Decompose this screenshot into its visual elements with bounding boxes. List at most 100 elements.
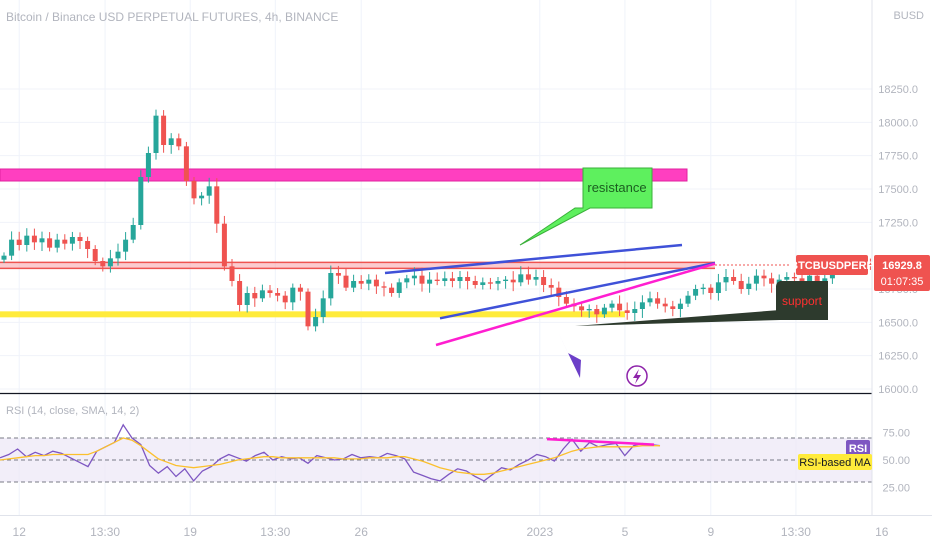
lightning-icon bbox=[626, 365, 648, 387]
candle-body bbox=[47, 238, 53, 248]
time-tick-label: 2023 bbox=[526, 525, 553, 539]
candle-body bbox=[791, 277, 797, 279]
candle-body bbox=[244, 293, 250, 305]
candle-body bbox=[814, 275, 820, 281]
price-tick-label: 16000.0 bbox=[878, 384, 918, 396]
rsi-title: RSI (14, close, SMA, 14, 2) bbox=[6, 405, 140, 417]
candle-body bbox=[206, 186, 212, 196]
candle-body bbox=[411, 275, 417, 279]
candle-body bbox=[381, 286, 387, 288]
candle-body bbox=[161, 115, 167, 145]
time-tick-label: 13:30 bbox=[90, 525, 120, 539]
price-badge bbox=[874, 255, 930, 292]
candle-body bbox=[601, 307, 607, 315]
candle-body bbox=[335, 273, 341, 276]
candle-body bbox=[85, 241, 91, 249]
price-tick-label: 18250.0 bbox=[878, 84, 918, 96]
candle-body bbox=[389, 287, 395, 293]
candle-body bbox=[677, 303, 683, 309]
time-tick-label: 19 bbox=[184, 525, 198, 539]
candle-body bbox=[275, 293, 281, 296]
candle-body bbox=[670, 306, 676, 309]
down-arrow-icon bbox=[557, 330, 581, 378]
candle-body bbox=[282, 295, 288, 303]
candle-body bbox=[662, 303, 668, 307]
candle-body bbox=[297, 287, 303, 292]
candle-body bbox=[328, 273, 334, 299]
candle-body bbox=[510, 279, 516, 283]
candle-body bbox=[700, 287, 706, 289]
countdown-label: 01:07:35 bbox=[881, 276, 924, 288]
time-tick-label: 13:30 bbox=[781, 525, 811, 539]
candle-body bbox=[100, 261, 106, 267]
candles bbox=[1, 109, 873, 332]
rsi-badge bbox=[846, 440, 870, 456]
candle-body bbox=[373, 279, 379, 287]
candle-body bbox=[16, 239, 22, 245]
support-callout-box bbox=[776, 281, 828, 320]
candle-body bbox=[609, 303, 615, 308]
candle-body bbox=[807, 275, 813, 283]
candle-body bbox=[465, 277, 471, 281]
candle-body bbox=[541, 277, 547, 285]
candle-body bbox=[708, 287, 714, 293]
rsi-ma-badge bbox=[798, 454, 872, 470]
candle-body bbox=[503, 279, 509, 281]
candle-body bbox=[867, 264, 873, 266]
candle-body bbox=[237, 281, 243, 305]
price-band bbox=[0, 262, 715, 269]
candle-body bbox=[153, 115, 159, 153]
price-tick-label: 17750.0 bbox=[878, 151, 918, 163]
candle-body bbox=[313, 317, 319, 327]
candle-body bbox=[107, 258, 113, 267]
candle-body bbox=[351, 281, 357, 288]
rsi-ma-line bbox=[0, 437, 660, 475]
candle-body bbox=[731, 277, 737, 281]
candle-body bbox=[655, 298, 661, 304]
candle-body bbox=[533, 277, 539, 280]
candle-body bbox=[579, 306, 585, 311]
candle-body bbox=[221, 223, 227, 267]
candle-body bbox=[343, 275, 349, 288]
candle-body bbox=[92, 249, 98, 261]
resistance-zone bbox=[0, 168, 688, 182]
candle-body bbox=[404, 278, 410, 283]
candle-body bbox=[1, 255, 7, 260]
candle-body bbox=[556, 287, 562, 297]
support-line bbox=[0, 311, 625, 318]
candle-body bbox=[138, 177, 144, 225]
resistance-callout: resistance bbox=[519, 167, 653, 246]
candle-body bbox=[822, 278, 828, 281]
price-tick-label: 16500.0 bbox=[878, 317, 918, 329]
currency-label: BUSD bbox=[893, 10, 924, 22]
rsi-divergence-line bbox=[546, 437, 655, 446]
candle-body bbox=[784, 277, 790, 280]
candle-body bbox=[799, 278, 805, 283]
candle-body bbox=[594, 309, 600, 315]
candle-body bbox=[115, 251, 121, 259]
symbol-badge bbox=[796, 255, 868, 276]
rsi-tick-label: 50.00 bbox=[882, 455, 910, 467]
time-tick-label: 9 bbox=[707, 525, 714, 539]
candle-body bbox=[9, 239, 15, 256]
grid bbox=[0, 0, 883, 515]
candle-body bbox=[252, 293, 258, 299]
chart-title: Bitcoin / Binance USD PERPETUAL FUTURES,… bbox=[6, 10, 339, 24]
time-tick-label: 13:30 bbox=[260, 525, 290, 539]
candle-body bbox=[434, 279, 440, 281]
candle-body bbox=[130, 225, 136, 240]
candle-body bbox=[396, 282, 402, 293]
candle-body bbox=[457, 277, 463, 281]
candle-body bbox=[761, 275, 767, 279]
annotation-zones bbox=[0, 168, 715, 318]
time-tick-label: 16 bbox=[875, 525, 889, 539]
candle-body bbox=[54, 239, 60, 248]
candle-body bbox=[563, 297, 569, 304]
rsi-badge-label: RSI bbox=[849, 443, 867, 455]
rsi-tick-label: 75.00 bbox=[882, 428, 910, 440]
support-callout: support bbox=[575, 281, 828, 326]
candle-body bbox=[39, 238, 45, 243]
candle-body bbox=[176, 138, 182, 147]
